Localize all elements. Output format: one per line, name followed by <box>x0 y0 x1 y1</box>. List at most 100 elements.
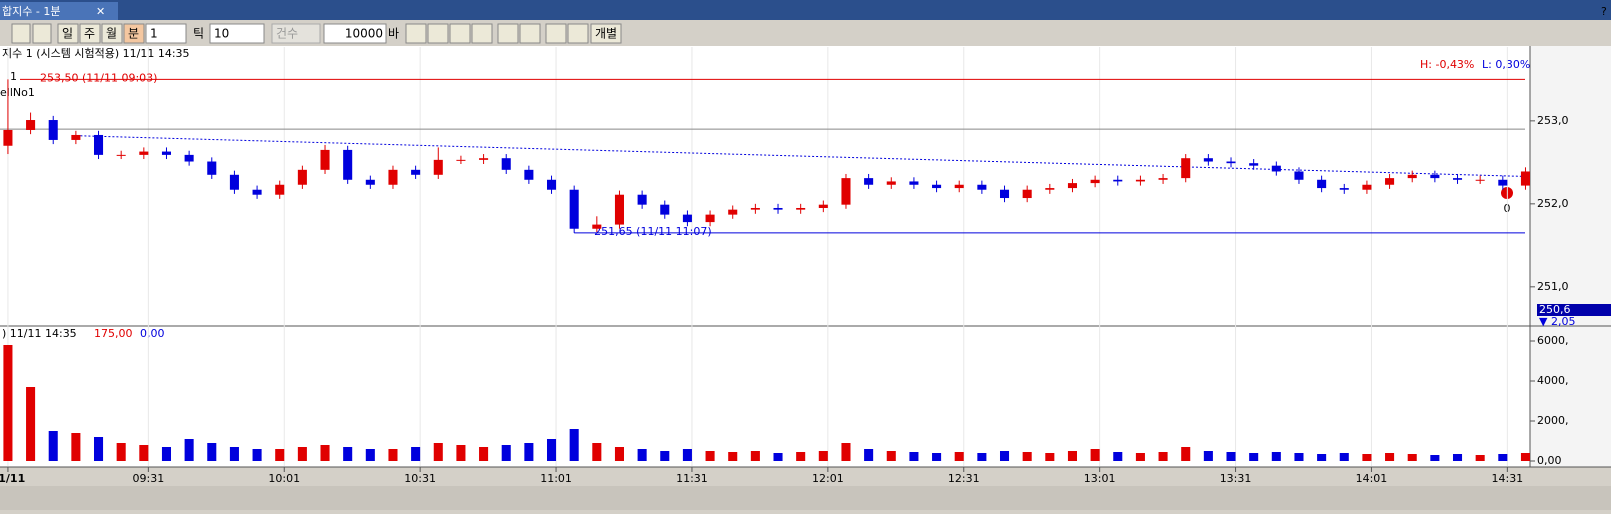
volume-bar <box>796 452 806 461</box>
volume-bar <box>320 445 330 461</box>
candle-body <box>1294 171 1304 180</box>
candle-body <box>569 189 579 229</box>
x-tick-label: 13:01 <box>1084 472 1116 485</box>
candle-body <box>320 149 330 170</box>
volume-bar <box>773 453 783 461</box>
tab-close[interactable]: ✕ <box>96 5 105 18</box>
help[interactable]: ? <box>1601 5 1607 18</box>
x-tick-label: 12:31 <box>948 472 980 485</box>
tick-value[interactable]: 10 <box>214 27 229 41</box>
x-tick-label: 11:31 <box>676 472 708 485</box>
volume-bar <box>229 447 239 461</box>
search-btn[interactable] <box>11 23 31 44</box>
volume-bar <box>1249 453 1259 461</box>
volume-bar <box>932 453 942 461</box>
minute-value[interactable]: 1 <box>150 27 158 41</box>
volume-bar <box>479 447 489 461</box>
candle-body <box>1181 158 1191 179</box>
candle-body <box>1452 178 1463 180</box>
volume-bar <box>1113 452 1123 461</box>
candle-body <box>660 204 670 215</box>
candle-body <box>818 204 828 208</box>
candle-body <box>614 194 625 225</box>
volume-bar <box>93 437 104 461</box>
volume-bar <box>728 452 738 461</box>
candle-body <box>3 129 13 146</box>
minute-btn[interactable]: 분 <box>128 27 139 41</box>
candle-body <box>297 169 307 185</box>
candle-body <box>750 207 760 210</box>
volume-bar <box>750 451 760 461</box>
tool-btn[interactable] <box>449 23 471 44</box>
stats-high: H: -0,43% <box>1420 58 1474 71</box>
candle-body <box>886 181 896 185</box>
candle-body <box>682 214 692 223</box>
count-select[interactable] <box>271 23 321 44</box>
volume-bar <box>365 449 375 461</box>
stats-low: L: 0,30% <box>1482 58 1530 71</box>
tool-btn[interactable] <box>405 23 427 44</box>
volume-bar <box>1498 454 1508 461</box>
bars-unit: 바 <box>388 27 399 41</box>
tick-select[interactable] <box>209 23 265 44</box>
volume-bar <box>1385 453 1395 461</box>
tool-btn[interactable] <box>545 23 567 44</box>
tool-btn[interactable] <box>471 23 493 44</box>
bars-value[interactable]: 10000 <box>345 27 383 41</box>
x-tick-label: 11:01 <box>540 472 572 485</box>
minute-select[interactable] <box>145 23 187 44</box>
candle-body <box>501 158 511 170</box>
count-label[interactable]: 건수 <box>276 27 298 41</box>
candle-body <box>139 151 149 155</box>
bars-input[interactable] <box>323 23 387 44</box>
tool-btn[interactable] <box>427 23 449 44</box>
volume-bar <box>1045 453 1055 461</box>
candle-body <box>932 184 942 189</box>
single-label[interactable]: 개별 <box>595 27 617 41</box>
candle-body <box>479 158 489 160</box>
x-tick-label: 09:31 <box>133 472 165 485</box>
volume-bar <box>886 451 896 461</box>
scrollbar[interactable] <box>0 486 1611 510</box>
tab-bar <box>0 0 1611 20</box>
candle-body <box>48 120 58 140</box>
candle-body <box>999 189 1010 199</box>
candle-body <box>1203 158 1213 162</box>
period-btn[interactable] <box>101 23 123 44</box>
signal-label: ellNo1 <box>0 86 35 99</box>
volume-bar <box>1407 454 1417 461</box>
low-line-label: 251,65 (11/11 11:07) <box>594 225 711 238</box>
period-btn[interactable] <box>79 23 101 44</box>
period-btn[interactable] <box>57 23 79 44</box>
volume-bar <box>1475 455 1485 461</box>
tool-btn[interactable] <box>567 23 589 44</box>
candle-body <box>546 179 557 190</box>
tab-title[interactable]: 합지수 - 1분 <box>2 5 60 18</box>
volume-bar <box>161 447 172 461</box>
volume-bar <box>1520 453 1530 461</box>
candle-body <box>1135 179 1145 182</box>
volume-header: ) 11/11 14:35 <box>2 327 77 340</box>
search-btn2[interactable] <box>32 23 52 44</box>
candle-body <box>433 159 443 175</box>
candle-body <box>705 214 715 223</box>
single-btn[interactable] <box>590 23 622 44</box>
month-btn[interactable]: 월 <box>106 27 117 41</box>
candle-body <box>637 194 647 205</box>
tool-btn[interactable] <box>497 23 519 44</box>
x-tick-label: 12:01 <box>812 472 844 485</box>
period-btn[interactable] <box>123 23 145 44</box>
candle-body <box>773 207 783 210</box>
volume-bar <box>1271 452 1281 461</box>
tab[interactable] <box>0 2 118 20</box>
signal-number: 1 <box>10 70 17 83</box>
volume-bar <box>26 387 36 461</box>
volume-bar <box>3 345 13 461</box>
week-btn[interactable]: 주 <box>84 27 95 41</box>
candle-body <box>1249 163 1259 166</box>
volume-bar <box>275 449 285 461</box>
volume-bar <box>252 449 262 461</box>
day-btn[interactable]: 일 <box>62 27 73 41</box>
x-tick-label: 10:01 <box>268 472 300 485</box>
tool-btn[interactable] <box>519 23 541 44</box>
